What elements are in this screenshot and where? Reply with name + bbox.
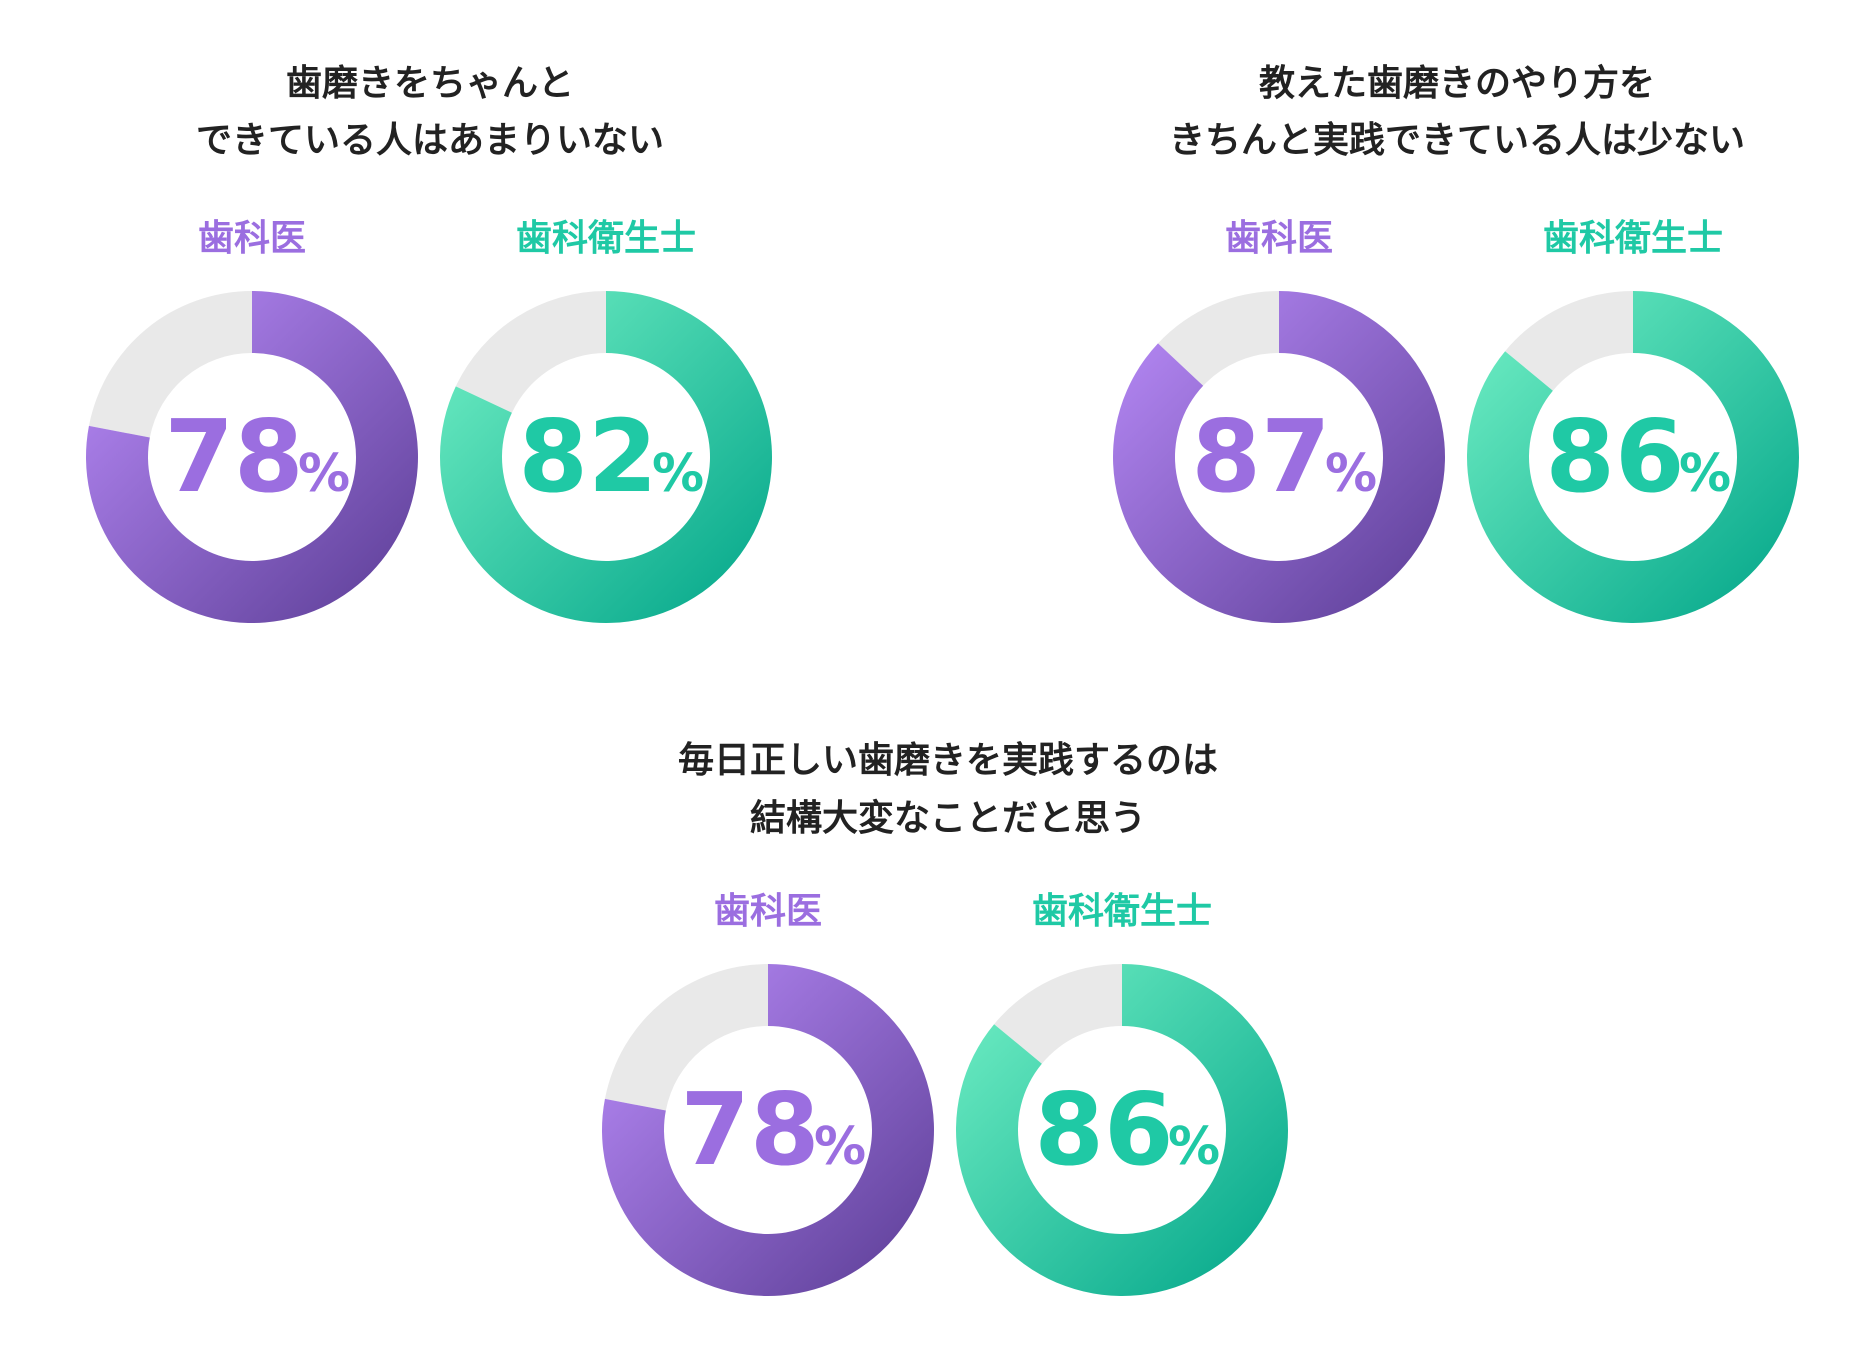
donut-value-slice bbox=[955, 964, 1288, 1296]
value-label: 82 bbox=[518, 398, 657, 515]
donut-value-slice bbox=[1112, 291, 1446, 623]
donut-remainder-slice bbox=[1157, 291, 1279, 386]
percent-sign: % bbox=[1168, 1117, 1220, 1177]
value-label: 86 bbox=[1034, 1071, 1173, 1188]
series-label: 歯科医 bbox=[198, 218, 306, 259]
chart-title-line-1: 歯磨きをちゃんと bbox=[286, 63, 574, 104]
percent-sign: % bbox=[814, 1117, 866, 1177]
donut-remainder-slice bbox=[1505, 291, 1633, 391]
percent-sign: % bbox=[1679, 444, 1731, 504]
series-label: 歯科衛生士 bbox=[1032, 891, 1212, 932]
value-label: 78 bbox=[164, 398, 303, 515]
donut-remainder-slice bbox=[604, 964, 768, 1111]
chart-title-line-2: できている人はあまりいない bbox=[196, 120, 664, 161]
series-label: 歯科衛生士 bbox=[516, 218, 696, 259]
donut-value-slice bbox=[1467, 291, 1800, 623]
percent-sign: % bbox=[1325, 444, 1377, 504]
donut-remainder-slice bbox=[88, 291, 253, 438]
donut-remainder-slice bbox=[455, 291, 606, 413]
series-label: 歯科医 bbox=[714, 891, 822, 932]
donut-value-slice bbox=[439, 291, 772, 624]
value-label: 87 bbox=[1191, 398, 1330, 515]
donut-value-slice bbox=[85, 291, 418, 623]
series-label: 歯科医 bbox=[1225, 218, 1333, 259]
chart-title-line-2: きちんと実践できている人は少ない bbox=[1169, 120, 1745, 161]
value-label: 86 bbox=[1545, 398, 1684, 515]
chart-title-line-1: 教えた歯磨きのやり方を bbox=[1259, 63, 1655, 104]
chart-title-line-1: 毎日正しい歯磨きを実践するのは bbox=[678, 740, 1218, 781]
percent-sign: % bbox=[298, 444, 350, 504]
donut-value-slice bbox=[602, 964, 934, 1296]
percent-sign: % bbox=[652, 444, 704, 504]
chart-title-line-2: 結構大変なことだと思う bbox=[750, 797, 1146, 839]
donut-remainder-slice bbox=[994, 964, 1122, 1064]
value-label: 78 bbox=[680, 1071, 819, 1188]
series-label: 歯科衛生士 bbox=[1543, 218, 1723, 259]
